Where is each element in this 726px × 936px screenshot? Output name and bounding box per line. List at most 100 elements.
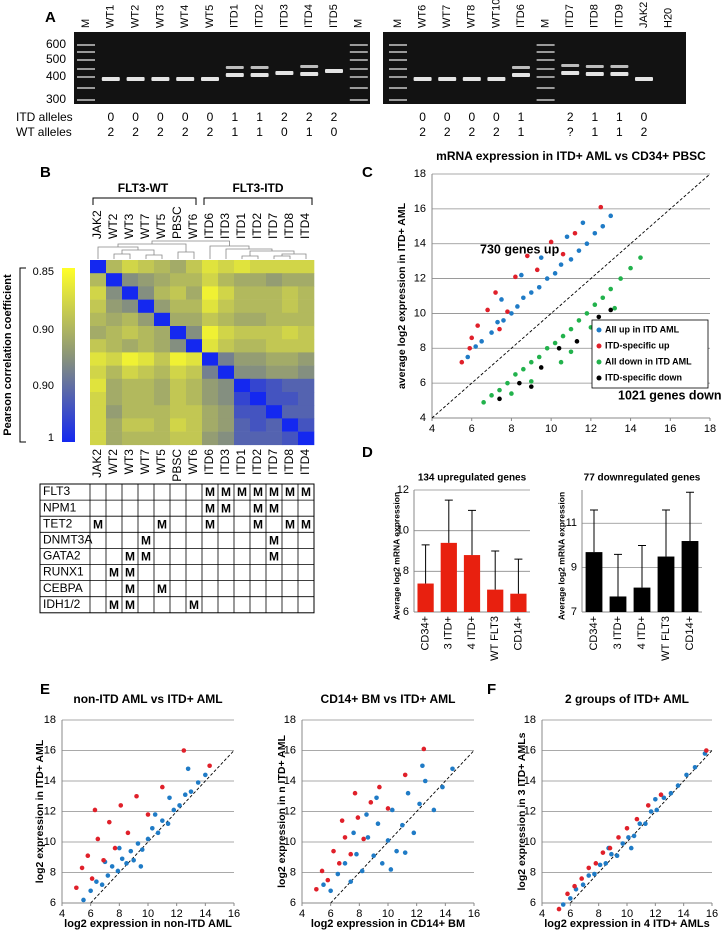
data-point: [558, 262, 564, 267]
chart-title: non-ITD AML vs ITD+ AML: [73, 692, 222, 706]
group-bracket: [203, 197, 313, 205]
panel-label: F: [487, 681, 496, 698]
heatmap-cell: [138, 326, 155, 340]
marker-size-label: 500: [46, 52, 66, 66]
wt-allele-count: 2: [444, 125, 451, 139]
group-label: FLT3-WT: [118, 181, 169, 195]
gel-band: [536, 99, 555, 101]
lane-label: WT1: [105, 5, 117, 28]
heatmap-cell: [202, 378, 219, 393]
wt-allele-count: 1: [518, 125, 525, 139]
colorbar-tick-label: 0.85: [33, 266, 54, 278]
legend-label: ITD-specific down: [605, 372, 682, 382]
data-point: [612, 305, 617, 311]
data-point: [182, 792, 188, 798]
marker-size-label: 600: [46, 37, 66, 51]
mutation-mark: M: [253, 485, 263, 499]
heatmap-cell: [202, 312, 219, 327]
data-point: [493, 290, 498, 295]
sample-label-top: WT6: [186, 213, 200, 239]
gel-band: [77, 59, 95, 61]
y-tick-label: 8: [530, 866, 536, 878]
y-tick-label: 10: [284, 836, 296, 848]
data-point: [637, 821, 643, 826]
data-point: [608, 213, 614, 219]
gel-band: [349, 76, 368, 78]
sample-label-bottom: ITD3: [218, 449, 232, 475]
data-point: [544, 276, 550, 281]
data-point: [145, 812, 151, 817]
data-point: [89, 876, 95, 881]
heatmap-cell: [218, 260, 235, 274]
x-tick-label: WT FLT3: [660, 616, 672, 661]
data-point: [145, 836, 151, 842]
heatmap-cell: [186, 378, 203, 393]
heatmap-cell: [90, 339, 107, 353]
y-tick-label: 16: [284, 744, 296, 756]
sample-label-top: WT7: [138, 213, 152, 239]
itd-allele-count: 0: [207, 110, 214, 124]
x-tick-label: 10: [142, 908, 154, 920]
itd-allele-count: 1: [616, 110, 623, 124]
legend-box: [591, 319, 709, 389]
heatmap-cell: [106, 365, 123, 380]
sample-label-bottom: ITD7: [266, 449, 280, 475]
data-point: [417, 801, 422, 807]
x-tick-label: 10: [382, 908, 394, 920]
heatmap-cell: [218, 392, 235, 406]
heatmap-cell: [218, 312, 235, 327]
data-point: [517, 380, 522, 386]
lane-label: WT7: [441, 5, 453, 28]
heatmap-cell: [266, 378, 283, 393]
x-tick-label: 6: [328, 908, 334, 920]
sample-label-top: ITD3: [218, 213, 232, 239]
data-point: [465, 354, 471, 360]
mutation-mark: M: [125, 598, 135, 612]
heatmap-cell: [282, 365, 299, 380]
heatmap-cell: [186, 299, 203, 314]
heatmap-cell: [202, 405, 219, 419]
heatmap-cell: [154, 260, 171, 274]
mutation-mark: M: [269, 501, 279, 515]
heatmap-cell: [138, 273, 155, 287]
data-point: [365, 835, 371, 840]
heatmap-cell: [202, 339, 219, 353]
data-point: [354, 851, 359, 857]
mutation-mark: M: [141, 534, 151, 548]
data-point: [119, 856, 125, 862]
error-bar: [686, 491, 694, 542]
x-tick-label: 16: [706, 908, 718, 920]
heatmap-cell: [266, 339, 283, 353]
data-point: [614, 853, 620, 859]
mutation-mark: M: [157, 582, 167, 596]
heatmap-cell: [106, 339, 123, 353]
data-point: [377, 784, 382, 790]
x-tick-label: 14: [678, 908, 690, 920]
heatmap-cell: [234, 286, 251, 300]
lane-label: ITD3: [278, 4, 290, 28]
data-point: [513, 372, 518, 377]
data-point: [603, 861, 609, 866]
itd-allele-count: 0: [157, 110, 164, 124]
data-point: [167, 795, 172, 801]
heatmap-cell: [138, 392, 155, 406]
lane-label: WT3: [154, 5, 166, 28]
data-point: [181, 748, 187, 753]
data-point: [552, 340, 558, 346]
heatmap-cell: [250, 352, 267, 366]
wt-allele-count: 1: [616, 125, 623, 139]
panel-label: A: [45, 9, 56, 26]
y-tick-label: 4: [420, 412, 426, 424]
heatmap-cell: [186, 392, 203, 406]
itd-allele-count: 1: [256, 110, 263, 124]
data-point: [352, 790, 358, 796]
data-point: [568, 326, 574, 332]
heatmap-cell: [186, 286, 203, 300]
sample-label-top: ITD8: [282, 213, 296, 239]
group-bracket: [92, 197, 197, 205]
lane-label: ITD8: [589, 4, 601, 28]
data-point: [101, 858, 106, 863]
mutation-mark: M: [109, 566, 119, 580]
y-tick-label: 8: [50, 866, 56, 878]
